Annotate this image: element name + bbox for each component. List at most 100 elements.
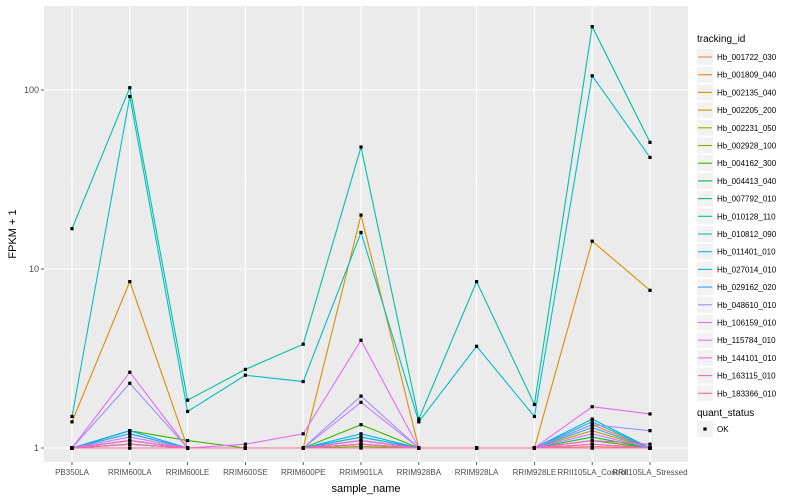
data-point [532,402,536,407]
data-point [590,426,594,430]
data-point [475,446,479,450]
data-point [417,446,421,450]
data-point [648,429,652,433]
data-point [359,446,363,450]
data-point [186,438,190,443]
y-axis-title: FPKM + 1 [7,209,19,258]
data-point [186,409,190,414]
data-point [128,429,132,433]
y-tick-label: 100 [24,85,39,95]
data-point [475,344,479,348]
legend-item-label: Hb_004162_300 [717,159,777,168]
data-point [590,438,594,443]
shape-legend-item-label: OK [717,425,729,434]
data-point [359,394,363,398]
data-point [359,145,363,149]
data-point [590,25,594,29]
data-point [301,342,305,346]
data-point [590,420,594,424]
legend-item-label: Hb_004413_040 [717,177,777,186]
data-point [648,140,652,144]
x-tick-label: RRIM600PE [281,468,325,477]
data-point [186,398,190,402]
data-point [590,74,594,78]
data-point [590,446,594,450]
x-tick-label: RRIM600LE [166,468,210,477]
data-point [128,435,132,439]
x-tick-label: RRIM928BA [397,468,442,477]
legend-title: tracking_id [697,34,745,45]
data-point [70,414,74,419]
x-axis-title: sample_name [331,483,400,495]
data-point [475,280,479,284]
data-point [417,417,421,421]
data-point [648,155,652,160]
legend-item-label: Hb_002231_050 [717,124,777,133]
x-tick-label: RRIM928LE [513,468,557,477]
legend-item-label: Hb_010812_090 [717,230,777,239]
data-point [301,379,305,384]
data-point [70,227,74,231]
x-tick-label: RRIM600SE [223,468,267,477]
legend-item-label: Hb_029162_020 [717,283,777,292]
data-point [648,412,652,416]
x-tick-label: RRIM928LA [455,468,499,477]
data-point [301,432,305,436]
data-point [590,432,594,436]
y-tick-label: 1 [34,443,39,453]
data-point [70,446,74,450]
data-point [243,367,247,371]
data-point [128,86,132,90]
legend-item-label: Hb_106159_010 [717,319,777,328]
x-tick-label: RRII105LA_Control [558,468,628,477]
legend-item-label: Hb_002928_100 [717,142,777,151]
data-point [243,442,247,446]
x-tick-label: RRII105LA_Stressed [612,468,687,477]
data-point [128,94,132,99]
data-point [128,432,132,436]
shape-legend-title: quant_status [697,408,754,419]
data-point [359,338,363,342]
data-point [359,400,363,404]
data-point [532,414,536,419]
data-point [359,423,363,427]
x-tick-label: RRIM901LA [339,468,383,477]
legend-item-label: Hb_163115_010 [717,372,776,381]
data-point [590,423,594,427]
x-tick-label: RRIM600LA [108,468,152,477]
data-point [128,442,132,446]
data-point [128,280,132,284]
legend-item-label: Hb_011401_010 [717,248,776,257]
data-point [359,435,363,439]
data-point [648,442,652,446]
data-point [590,435,594,439]
data-point [128,381,132,385]
shape-legend-key-point [703,427,707,431]
data-point [128,438,132,443]
legend-item-label: Hb_144101_010 [717,354,777,363]
data-point [590,429,594,433]
data-point [590,239,594,243]
x-tick-label: PB350LA [55,468,89,477]
data-point [243,446,247,450]
legend-item-label: Hb_048610_010 [717,301,777,310]
data-point [359,438,363,443]
legend-item-label: Hb_027014_010 [717,265,777,274]
data-point [243,373,247,377]
data-point [301,446,305,450]
data-point [359,432,363,436]
data-point [648,288,652,292]
legend-item-label: Hb_115784_010 [717,336,776,345]
legend-item-label: Hb_002205_200 [717,106,777,115]
data-point [359,213,363,217]
data-point [590,405,594,409]
data-point [417,420,421,424]
data-point [590,442,594,446]
y-tick-label: 10 [29,264,39,274]
data-point [648,446,652,450]
data-point [128,446,132,450]
data-point [186,446,190,450]
legend-item-label: Hb_010128_110 [717,212,776,221]
data-point [359,230,363,235]
